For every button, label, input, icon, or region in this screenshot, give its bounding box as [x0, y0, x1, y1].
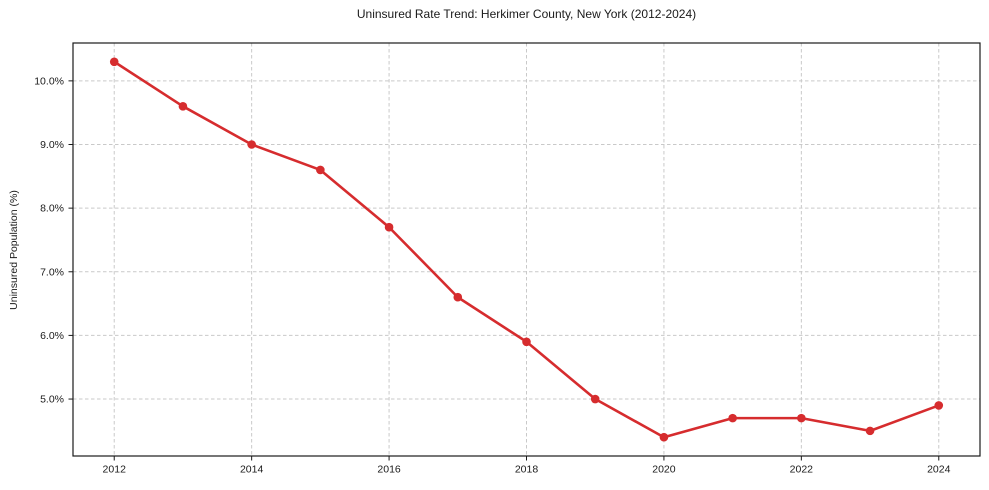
y-tick-label: 5.0%: [40, 394, 64, 406]
y-tick-label: 9.0%: [40, 139, 64, 151]
data-point: [453, 292, 463, 302]
data-point: [590, 394, 600, 404]
data-point: [728, 413, 737, 423]
x-tick-label: 2018: [515, 464, 539, 476]
data-point: [247, 140, 256, 149]
chart-title: Uninsured Rate Trend: Herkimer County, N…: [356, 7, 697, 21]
x-tick-label: 2014: [240, 464, 264, 476]
x-tick-label: 2024: [927, 464, 951, 476]
x-tick-label: 2020: [652, 464, 676, 476]
data-point: [659, 432, 669, 442]
y-tick-label: 10.0%: [34, 75, 64, 87]
data-point: [384, 222, 394, 232]
gridlines: [73, 43, 980, 456]
x-tick-label: 2016: [377, 464, 401, 476]
x-axis: 2012 2014 2016 2018 2020 2022 2024: [103, 456, 951, 476]
x-tick-label: 2012: [103, 464, 127, 476]
y-tick-label: 8.0%: [40, 203, 64, 215]
y-tick-label: 7.0%: [40, 266, 64, 278]
y-tick-label: 6.0%: [40, 330, 64, 342]
data-point: [934, 401, 944, 410]
data-point: [865, 426, 875, 436]
data-point: [797, 413, 806, 423]
x-tick-label: 2022: [790, 464, 814, 476]
y-axis: 5.0% 6.0% 7.0% 8.0% 9.0% 10.0%: [34, 75, 73, 406]
data-point: [316, 165, 325, 175]
data-point: [178, 102, 188, 111]
data-point: [109, 57, 119, 67]
data-point: [522, 337, 531, 347]
